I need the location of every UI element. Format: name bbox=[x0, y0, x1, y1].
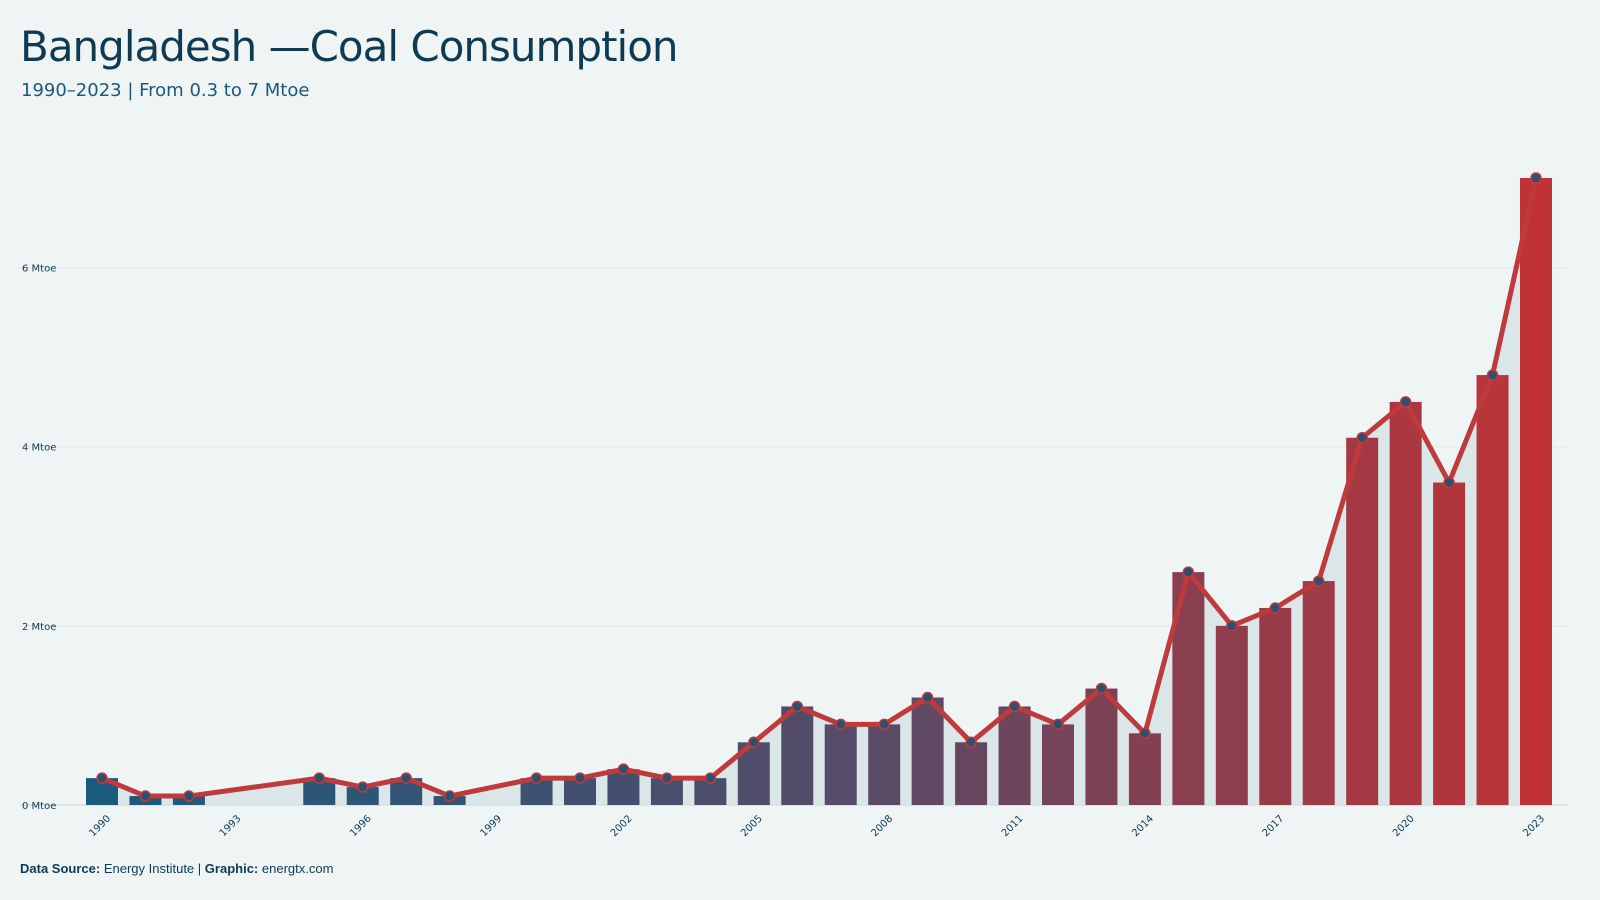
point-2004 bbox=[704, 772, 717, 784]
point-1995 bbox=[313, 772, 326, 784]
bar-2020 bbox=[1389, 401, 1422, 805]
bar-2010 bbox=[955, 742, 988, 805]
point-2016 bbox=[1226, 620, 1238, 632]
bar-2013 bbox=[1085, 688, 1118, 805]
bar-2018 bbox=[1302, 581, 1335, 805]
point-2003 bbox=[661, 772, 673, 784]
bar-2014 bbox=[1128, 733, 1161, 805]
source-value: Energy Institute bbox=[103, 861, 195, 876]
point-2013 bbox=[1095, 682, 1108, 695]
point-2012 bbox=[1052, 718, 1064, 731]
point-2000 bbox=[530, 772, 543, 784]
y-tick-label: 0 Mtoe bbox=[22, 801, 56, 812]
point-2007 bbox=[834, 718, 847, 731]
point-2008 bbox=[878, 718, 890, 731]
bar-1996 bbox=[346, 787, 379, 805]
point-2010 bbox=[965, 736, 977, 749]
bar-layer bbox=[86, 178, 1552, 805]
point-layer bbox=[96, 172, 1542, 802]
bar-2006 bbox=[781, 706, 814, 805]
y-axis-ticks: 0 Mtoe 2 Mtoe 4 Mtoe 6 Mtoe bbox=[22, 264, 56, 812]
x-tick-label: 1993 bbox=[218, 813, 244, 839]
point-2014 bbox=[1139, 727, 1151, 740]
graphic-label: Graphic: bbox=[204, 861, 259, 876]
x-tick-label: 2002 bbox=[609, 813, 635, 839]
point-1996 bbox=[356, 781, 369, 793]
bar-2021 bbox=[1433, 482, 1466, 805]
footer-separator: | bbox=[197, 861, 202, 876]
point-2009 bbox=[921, 691, 934, 704]
y-tick-label: 4 Mtoe bbox=[22, 443, 56, 454]
bar-2022 bbox=[1476, 375, 1509, 805]
point-1992 bbox=[183, 790, 195, 802]
bar-2023 bbox=[1520, 178, 1552, 805]
bar-2019 bbox=[1346, 437, 1379, 805]
y-tick-label: 2 Mtoe bbox=[22, 622, 56, 633]
x-tick-label: 2011 bbox=[1000, 813, 1026, 839]
bar-2009 bbox=[911, 697, 944, 805]
bar-2012 bbox=[1042, 724, 1074, 805]
bar-2016 bbox=[1215, 625, 1248, 805]
x-axis-ticks: 1990 1993 1996 1999 2002 2005 2008 2011 2014 2017… bbox=[87, 813, 1547, 839]
x-tick-label: 2008 bbox=[870, 813, 896, 839]
point-1990 bbox=[96, 772, 108, 784]
point-1991 bbox=[139, 790, 152, 802]
point-2019 bbox=[1356, 432, 1368, 444]
point-2011 bbox=[1008, 700, 1021, 713]
x-tick-label: 2005 bbox=[739, 813, 765, 839]
x-tick-label: 2017 bbox=[1261, 813, 1287, 839]
point-2023 bbox=[1530, 172, 1542, 184]
bar-2007 bbox=[824, 724, 857, 805]
point-2020 bbox=[1399, 396, 1412, 408]
point-1998 bbox=[443, 790, 456, 802]
chart-subtitle: 1990–2023 | From 0.3 to 7 Mtoe bbox=[21, 80, 310, 101]
chart-title: Bangladesh —Coal Consumption bbox=[20, 22, 679, 71]
point-2018 bbox=[1312, 575, 1325, 587]
bar-2002 bbox=[607, 769, 640, 805]
point-2015 bbox=[1182, 566, 1195, 578]
footer-credits: Data Source: Energy Institute | Graphic:… bbox=[20, 861, 333, 876]
x-tick-label: 1996 bbox=[348, 813, 374, 839]
source-label: Data Source: bbox=[20, 861, 101, 876]
y-tick-label: 6 Mtoe bbox=[22, 264, 56, 275]
bar-2011 bbox=[998, 706, 1031, 805]
x-tick-label: 2020 bbox=[1391, 813, 1417, 839]
bar-2008 bbox=[868, 724, 901, 805]
graphic-value: energtx.com bbox=[261, 861, 334, 876]
point-2017 bbox=[1269, 602, 1282, 614]
point-2022 bbox=[1486, 369, 1499, 381]
x-tick-label: 1999 bbox=[478, 813, 504, 839]
point-2005 bbox=[748, 736, 760, 749]
point-2002 bbox=[617, 763, 630, 775]
x-tick-label: 2023 bbox=[1521, 813, 1547, 839]
point-2006 bbox=[791, 700, 804, 713]
point-2021 bbox=[1443, 476, 1455, 489]
point-2001 bbox=[574, 772, 586, 784]
point-1997 bbox=[400, 772, 412, 784]
x-tick-label: 2014 bbox=[1130, 813, 1156, 839]
x-tick-label: 1990 bbox=[87, 813, 113, 839]
bar-2017 bbox=[1259, 607, 1292, 805]
